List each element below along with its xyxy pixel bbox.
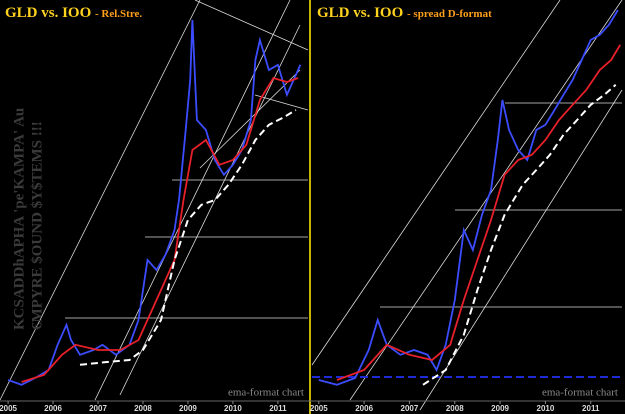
x-tick-label: 2008: [134, 404, 152, 413]
subtitle: - Rel.Stre.: [95, 8, 142, 20]
subtitle: - spread D-format: [407, 8, 492, 20]
x-tick-label: 2009: [491, 404, 509, 413]
x-tick-label: 2007: [401, 404, 419, 413]
x-tick-label: 2009: [179, 404, 197, 413]
chart-title: GLD vs. IOO - spread D-format: [317, 5, 492, 21]
x-tick-label: 2006: [355, 404, 373, 413]
chart-title: GLD vs. IOO - Rel.Stre.: [5, 5, 142, 21]
watermark: KCSADDhAPHA 'pe'KAMPA' Au €MPYRE $OUND $…: [11, 108, 45, 330]
x-tick-label: 2007: [89, 404, 107, 413]
series-line: [21, 76, 299, 383]
x-tick-label: 2008: [446, 404, 464, 413]
series-line: [336, 44, 621, 381]
series-line: [7, 19, 302, 386]
title-text: GLD vs. IOO: [5, 5, 91, 21]
series-line: [422, 84, 617, 386]
series-line: [79, 109, 297, 366]
annotation: ema-format chart: [228, 387, 304, 399]
title-text: GLD vs. IOO: [317, 5, 403, 21]
x-tick-label: 2010: [224, 404, 242, 413]
x-tick-label: 2011: [269, 404, 287, 413]
annotation: ema-format chart: [542, 387, 618, 399]
x-tick-label: 2011: [582, 404, 600, 413]
watermark-text: €MPYRE $OUND $Y$TEMS !!!: [29, 121, 45, 330]
x-tick-label: 2005: [0, 404, 18, 413]
watermark-text: KCSADDhAPHA 'pe'KAMPA' Au: [11, 108, 27, 330]
x-tick-label: 2010: [537, 404, 555, 413]
x-tick-label: 2006: [44, 404, 62, 413]
x-tick-label: 2005: [310, 404, 328, 413]
